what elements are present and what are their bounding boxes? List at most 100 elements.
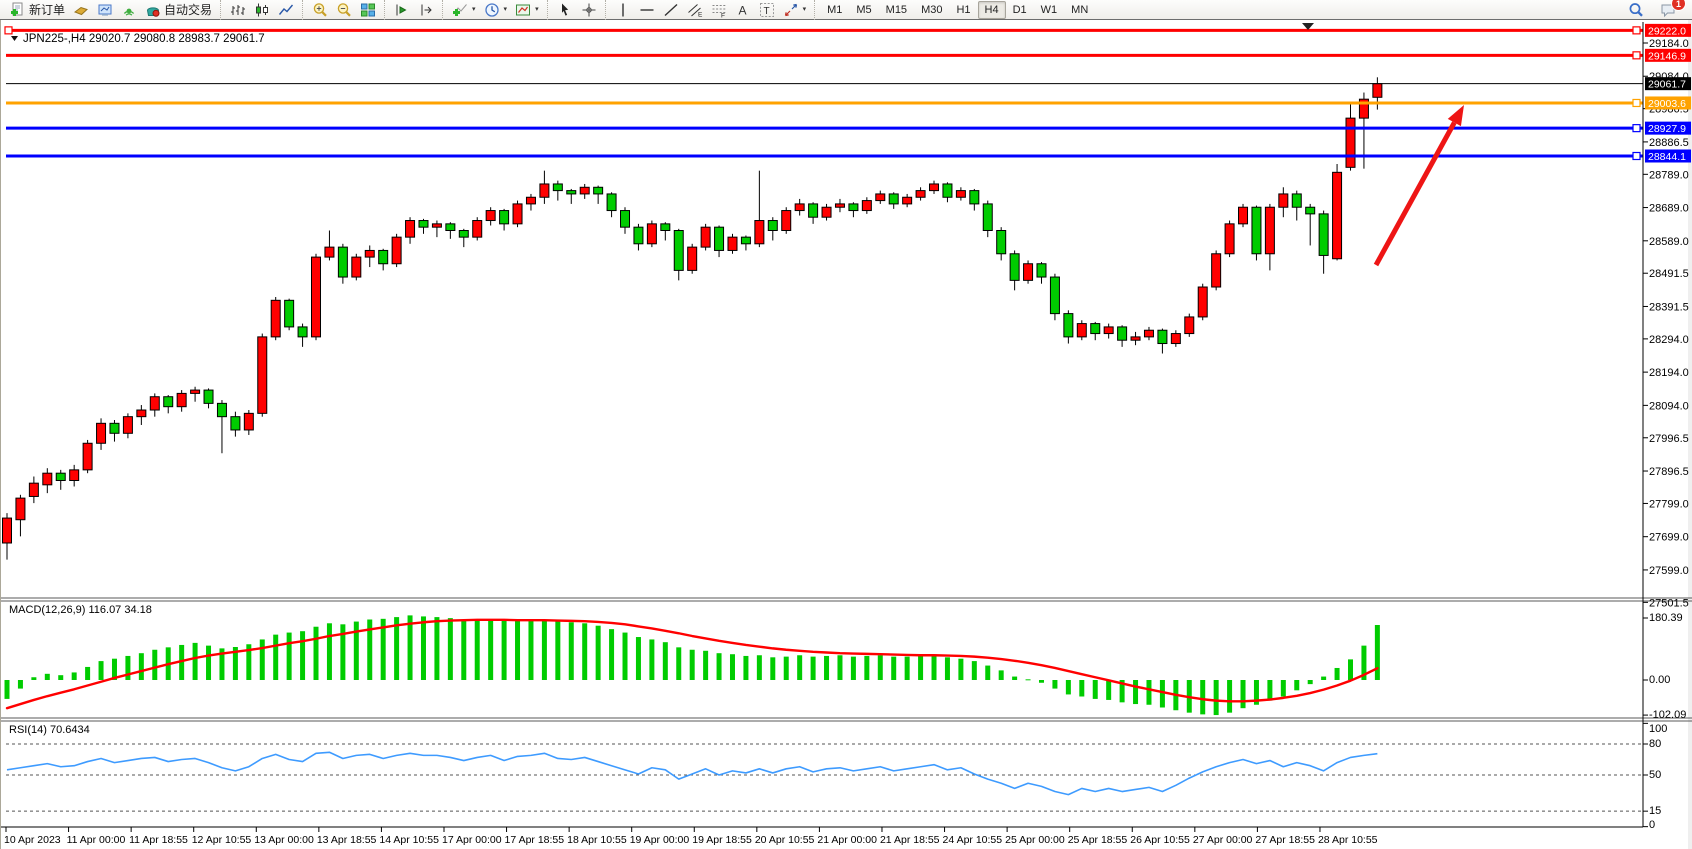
candlestick-chart-icon bbox=[256, 3, 269, 16]
chart-shift-marker[interactable] bbox=[1302, 23, 1314, 30]
candle bbox=[606, 193, 617, 212]
templates-button[interactable]: ▾ bbox=[511, 0, 543, 19]
candle bbox=[861, 200, 872, 212]
text-icon: A bbox=[738, 3, 746, 17]
cursor-button[interactable] bbox=[553, 0, 577, 19]
chat-button[interactable]: 1 bbox=[1656, 0, 1686, 19]
x-axis-label: 24 Apr 10:55 bbox=[943, 834, 1003, 846]
macd-histogram-bar bbox=[595, 625, 601, 680]
timeframe-d1-button[interactable]: D1 bbox=[1012, 3, 1027, 16]
new-order-button[interactable]: 新订单 bbox=[6, 0, 69, 19]
zoom-out-button[interactable] bbox=[332, 0, 356, 19]
macd-histogram-bar bbox=[689, 649, 695, 680]
horizontal-line-icon bbox=[640, 8, 654, 11]
text-button[interactable]: A bbox=[731, 0, 755, 19]
signals-button[interactable] bbox=[117, 0, 141, 19]
macd-histogram-bar bbox=[85, 666, 91, 680]
macd-histogram-bar bbox=[1146, 680, 1152, 705]
zoom-in-button[interactable] bbox=[308, 0, 332, 19]
indicators-button[interactable]: ▾ bbox=[448, 0, 480, 19]
rsi-line bbox=[6, 751, 1378, 796]
search-button[interactable] bbox=[1624, 0, 1648, 19]
macd-histogram-bar bbox=[904, 656, 910, 680]
candle bbox=[525, 196, 536, 205]
line-anchor-handle[interactable] bbox=[1632, 98, 1641, 108]
macd-histogram-bar bbox=[1012, 676, 1018, 680]
one-click-trading-toggle-icon[interactable] bbox=[11, 36, 18, 41]
y-axis-label: 28589.0 bbox=[1649, 236, 1689, 248]
macd-histogram-bar bbox=[568, 622, 574, 680]
macd-histogram-bar bbox=[555, 620, 561, 680]
candle bbox=[270, 299, 281, 338]
line-chart-button[interactable] bbox=[274, 0, 298, 19]
candle bbox=[687, 246, 698, 271]
quotes-button[interactable] bbox=[69, 0, 93, 19]
line-anchor-handle[interactable] bbox=[4, 26, 13, 35]
candlestick-chart-button[interactable] bbox=[250, 0, 274, 19]
timeframe-h1-button[interactable]: H1 bbox=[956, 3, 971, 16]
timeframe-w1-button[interactable]: W1 bbox=[1040, 3, 1058, 16]
dropdown-caret-icon[interactable]: ▾ bbox=[535, 6, 539, 13]
macd-histogram-bar bbox=[1079, 680, 1085, 697]
auto-scroll-button[interactable] bbox=[390, 0, 414, 19]
candle bbox=[579, 186, 590, 195]
line-anchor-handle[interactable] bbox=[1632, 124, 1641, 133]
line-anchor-handle[interactable] bbox=[1632, 51, 1641, 60]
timeframe-m15-button[interactable]: M15 bbox=[885, 3, 908, 16]
macd-histogram-bar bbox=[958, 658, 964, 680]
macd-histogram-bar bbox=[770, 657, 776, 680]
line-anchor-handle[interactable] bbox=[1632, 26, 1641, 35]
dropdown-caret-icon[interactable]: ▾ bbox=[802, 6, 807, 13]
macd-histogram-bar bbox=[716, 653, 722, 680]
macd-histogram-bar bbox=[179, 644, 185, 680]
candle bbox=[458, 230, 469, 238]
chart-shift-button[interactable] bbox=[414, 0, 438, 19]
market-watch-button[interactable] bbox=[93, 0, 117, 19]
svg-text:A: A bbox=[738, 3, 746, 17]
timeframe-m1-button[interactable]: M1 bbox=[827, 3, 843, 16]
horizontal-line-button[interactable] bbox=[635, 0, 659, 19]
x-axis-label: 21 Apr 18:55 bbox=[880, 834, 940, 846]
time-axis[interactable] bbox=[1, 828, 1643, 849]
y-axis-label: 28391.5 bbox=[1649, 301, 1689, 313]
cursor-icon bbox=[561, 3, 568, 16]
tile-windows-button[interactable] bbox=[356, 0, 380, 19]
vertical-line-button[interactable] bbox=[611, 0, 635, 19]
macd-histogram-bar bbox=[1106, 680, 1112, 700]
macd-histogram-bar bbox=[246, 644, 252, 680]
macd-histogram-bar bbox=[1133, 680, 1139, 705]
macd-histogram-bar bbox=[1025, 679, 1031, 681]
price-badge bbox=[1645, 77, 1691, 91]
price-badge-label: 28844.1 bbox=[1648, 151, 1686, 163]
candle bbox=[109, 422, 120, 434]
x-axis-label: 13 Apr 00:00 bbox=[254, 834, 314, 846]
equidistant-channel-button[interactable]: E bbox=[683, 0, 707, 19]
auto-trading-button[interactable]: 自动交易 bbox=[141, 0, 216, 19]
trend-arrow-shaft[interactable] bbox=[1373, 121, 1457, 267]
timeframe-mn-button[interactable]: MN bbox=[1071, 3, 1089, 16]
crosshair-button[interactable] bbox=[577, 0, 601, 19]
new-order-icon bbox=[11, 2, 23, 16]
arrows-button[interactable]: ▾ bbox=[779, 0, 811, 19]
candle bbox=[431, 223, 442, 228]
candle bbox=[364, 249, 375, 258]
dropdown-caret-icon[interactable]: ▾ bbox=[472, 6, 476, 13]
candle bbox=[82, 442, 93, 471]
timeframe-h4-button[interactable]: H4 bbox=[977, 0, 1006, 19]
bar-chart-button[interactable] bbox=[226, 0, 250, 19]
timeframe-m30-button[interactable]: M30 bbox=[921, 3, 943, 16]
trend-arrow-head[interactable] bbox=[1447, 105, 1464, 127]
macd-scale-label: 180.39 bbox=[1649, 612, 1683, 624]
candle bbox=[485, 210, 496, 222]
x-axis-label: 27 Apr 18:55 bbox=[1255, 834, 1315, 846]
candle bbox=[1049, 276, 1060, 315]
text-label-button[interactable]: T bbox=[755, 0, 779, 19]
periods-button[interactable]: ▾ bbox=[480, 0, 512, 19]
chart-canvas[interactable]: 29184.029084.028986.528886.528789.028689… bbox=[1, 20, 1692, 849]
fibonacci-button[interactable]: F bbox=[707, 0, 731, 19]
dropdown-caret-icon[interactable]: ▾ bbox=[503, 6, 508, 13]
trendline-button[interactable] bbox=[659, 0, 683, 19]
timeframe-m5-button[interactable]: M5 bbox=[856, 3, 872, 16]
candle bbox=[176, 392, 187, 408]
line-anchor-handle[interactable] bbox=[1632, 151, 1641, 161]
